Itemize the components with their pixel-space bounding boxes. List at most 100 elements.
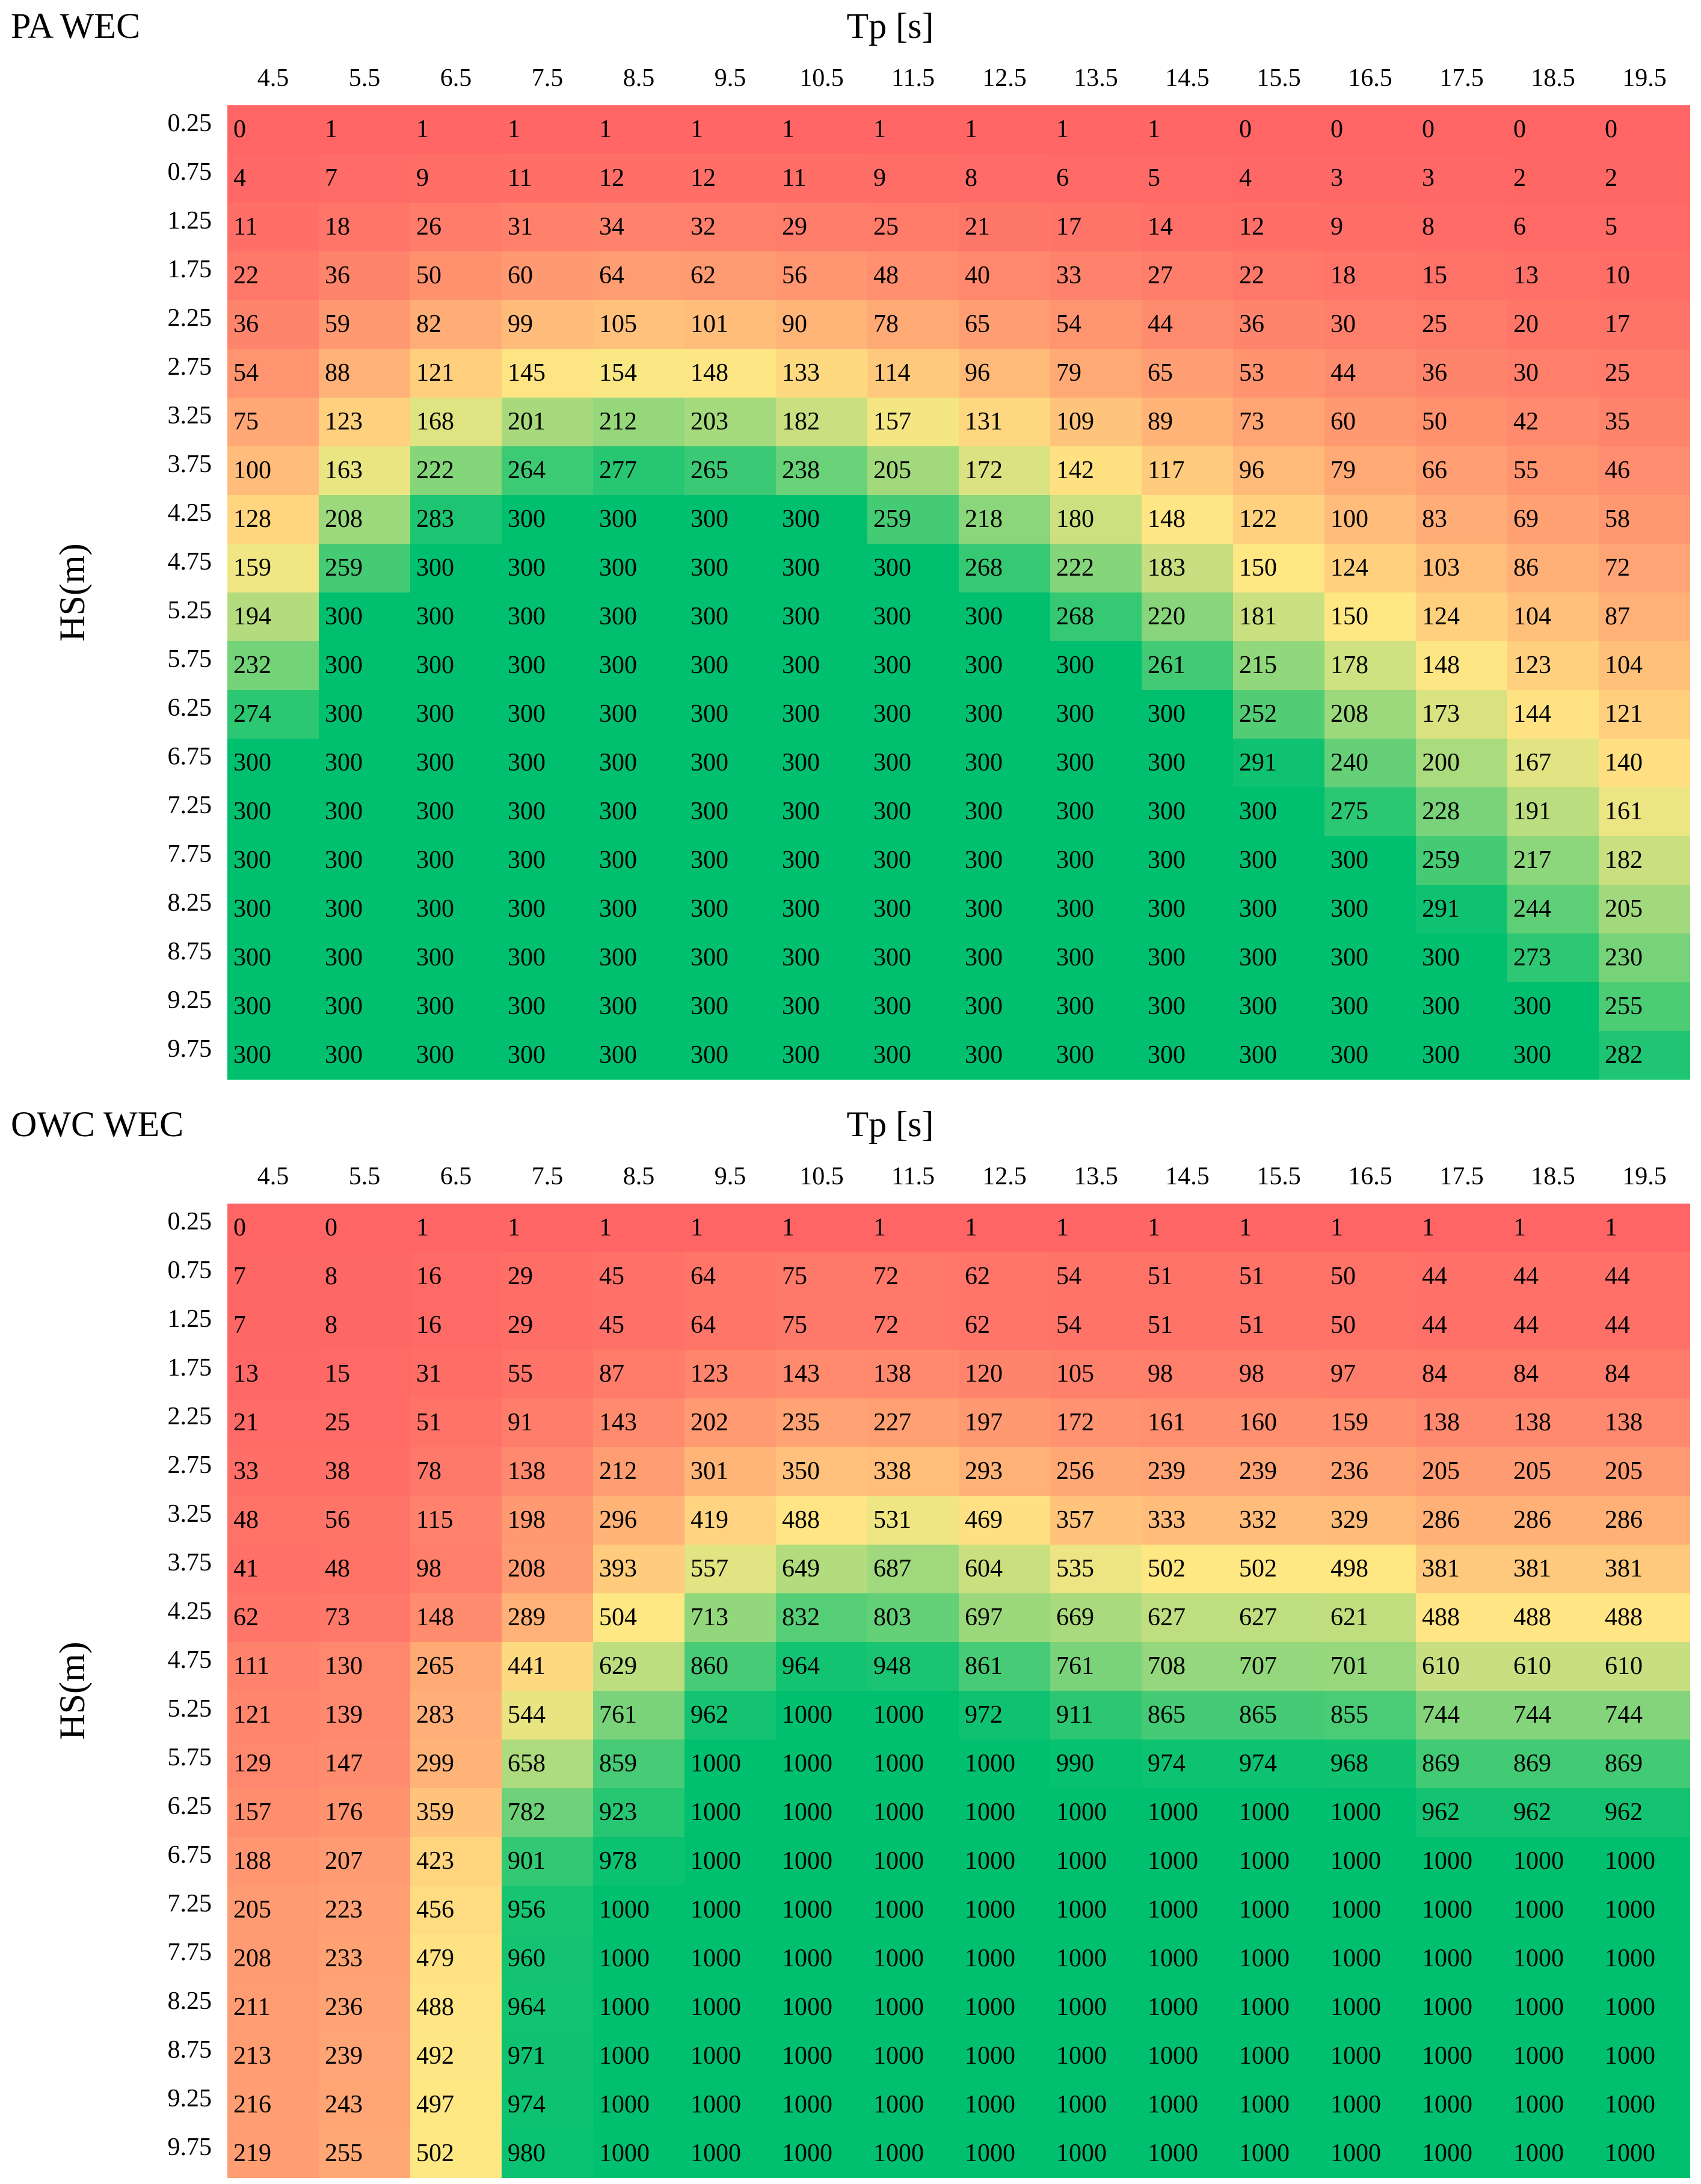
heatmap-cell: 16 (410, 1301, 502, 1350)
heatmap-cell: 299 (410, 1740, 502, 1788)
heatmap-cell: 78 (867, 300, 959, 349)
heatmap-cell: 803 (867, 1593, 959, 1642)
heatmap-cell: 21 (227, 1398, 319, 1447)
x-tick-label: 11.5 (891, 1163, 935, 1190)
heatmap-cell: 1000 (1142, 2129, 1233, 2178)
heatmap-cell: 978 (593, 1837, 684, 1886)
x-tick-label: 16.5 (1348, 1163, 1392, 1190)
heatmap-cell: 621 (1324, 1593, 1416, 1642)
heatmap-cell: 252 (1233, 690, 1324, 739)
heatmap-cell: 51 (1142, 1301, 1233, 1350)
heatmap-cell: 273 (1507, 934, 1599, 982)
heatmap-cell: 488 (1507, 1593, 1599, 1642)
heatmap-cell: 300 (684, 739, 776, 787)
heatmap-cell: 15 (319, 1350, 410, 1398)
y-tick-label: 8.75 (167, 938, 212, 965)
heatmap-cell: 100 (1324, 495, 1416, 544)
heatmap-cell: 964 (502, 1983, 593, 2032)
heatmap-cell: 456 (410, 1886, 502, 1934)
heatmap-cell: 236 (319, 1983, 410, 2032)
y-tick-label: 2.75 (167, 353, 212, 381)
heatmap-cell: 1000 (1233, 1788, 1324, 1837)
heatmap-cell: 1000 (1050, 2081, 1142, 2129)
x-tick-label: 10.5 (799, 1163, 844, 1190)
heatmap-cell: 168 (410, 398, 502, 446)
heatmap-cell: 300 (502, 836, 593, 885)
heatmap-cell: 22 (227, 251, 319, 300)
heatmap-cell: 105 (593, 300, 684, 349)
heatmap-cell: 1000 (1416, 1837, 1507, 1886)
heatmap-cell: 72 (867, 1252, 959, 1301)
heatmap-cell: 51 (1142, 1252, 1233, 1301)
heatmap-cell: 300 (1050, 836, 1142, 885)
heatmap-cell: 300 (593, 1031, 684, 1080)
heatmap-cell: 1000 (1599, 2032, 1690, 2081)
heatmap-cell: 12 (1233, 203, 1324, 251)
heatmap-cell: 50 (1324, 1252, 1416, 1301)
heatmap-grid: 0 0 1 1 1 1 1 1 1 1 1 1 1 1 1 1 7 8 16 29 45 64 75 72 62 54 51 51 50… (227, 1204, 1690, 2178)
heatmap-cell: 300 (319, 1031, 410, 1080)
heatmap-cell: 300 (776, 885, 867, 934)
heatmap-cell: 130 (319, 1642, 410, 1691)
heatmap-cell: 300 (227, 885, 319, 934)
heatmap-cell: 243 (319, 2081, 410, 2129)
heatmap-cell: 212 (593, 398, 684, 446)
y-tick-label: 5.75 (167, 645, 212, 673)
heatmap-cell: 855 (1324, 1691, 1416, 1740)
heatmap-cell: 1000 (1507, 1837, 1599, 1886)
heatmap-cell: 300 (593, 495, 684, 544)
heatmap-cell: 300 (319, 885, 410, 934)
heatmap-cell: 301 (684, 1447, 776, 1496)
heatmap-cell: 117 (1142, 446, 1233, 495)
heatmap-cell: 293 (959, 1447, 1050, 1496)
heatmap-cell: 1000 (1233, 1934, 1324, 1983)
heatmap-cell: 1000 (776, 1983, 867, 2032)
heatmap-cell: 419 (684, 1496, 776, 1545)
heatmap-cell: 9 (410, 154, 502, 203)
x-tick-labels: 4.5 5.5 6.5 7.5 8.5 9.5 10.5 11.5 12.5 13.5 14.5 15… (227, 1158, 1690, 1195)
heatmap-cell: 300 (1507, 982, 1599, 1031)
y-tick-label: 0.25 (167, 1208, 212, 1235)
heatmap-cell: 55 (1507, 446, 1599, 495)
heatmap-cell: 300 (319, 739, 410, 787)
heatmap-cell: 300 (684, 495, 776, 544)
heatmap-cell: 176 (319, 1788, 410, 1837)
heatmap-cell: 1000 (776, 1691, 867, 1740)
heatmap-cell: 300 (319, 592, 410, 641)
heatmap-cell: 300 (867, 690, 959, 739)
heatmap-cell: 300 (776, 934, 867, 982)
heatmap-cell: 239 (319, 2032, 410, 2081)
heatmap-cell: 2 (1507, 154, 1599, 203)
heatmap-cell: 244 (1507, 885, 1599, 934)
heatmap-cell: 58 (1599, 495, 1690, 544)
chart-title: PA WEC (11, 6, 141, 46)
chart-title: OWC WEC (11, 1104, 184, 1144)
heatmap-cell: 212 (593, 1447, 684, 1496)
heatmap-cell: 123 (319, 398, 410, 446)
heatmap-cell: 9 (867, 154, 959, 203)
heatmap-cell: 2 (1599, 154, 1690, 203)
heatmap-cell: 98 (1142, 1350, 1233, 1398)
heatmap-cell: 761 (1050, 1642, 1142, 1691)
heatmap-cell: 238 (776, 446, 867, 495)
heatmap-cell: 48 (319, 1545, 410, 1593)
heatmap-cell: 62 (959, 1252, 1050, 1301)
heatmap-cell: 300 (1142, 1031, 1233, 1080)
heatmap-cell: 101 (684, 300, 776, 349)
y-tick-label: 5.25 (167, 597, 212, 624)
heatmap-cell: 14 (1142, 203, 1233, 251)
heatmap-cell: 1000 (959, 1837, 1050, 1886)
heatmap-cell: 300 (319, 836, 410, 885)
heatmap-cell: 1 (776, 105, 867, 154)
heatmap-cell: 7 (227, 1301, 319, 1350)
y-tick-label: 6.25 (167, 1792, 212, 1820)
heatmap-cell: 178 (1324, 641, 1416, 690)
heatmap-cell: 441 (502, 1642, 593, 1691)
heatmap-cell: 782 (502, 1788, 593, 1837)
heatmap-cell: 0 (1233, 105, 1324, 154)
heatmap-cell: 861 (959, 1642, 1050, 1691)
heatmap-cell: 1000 (1233, 1983, 1324, 2032)
heatmap-cell: 183 (1142, 544, 1233, 592)
heatmap-cell: 300 (1142, 982, 1233, 1031)
heatmap-cell: 544 (502, 1691, 593, 1740)
